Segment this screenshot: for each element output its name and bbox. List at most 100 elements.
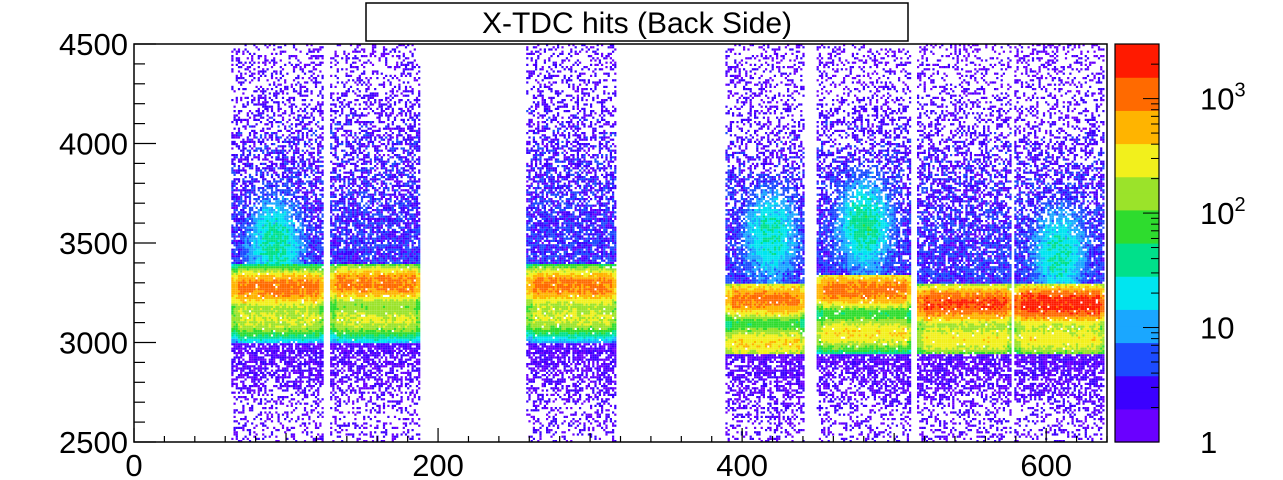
heatmap-cell xyxy=(352,79,354,81)
heatmap-cell xyxy=(308,176,310,178)
heatmap-cell xyxy=(236,277,238,279)
heatmap-cell xyxy=(306,227,308,229)
heatmap-cell xyxy=(258,315,260,317)
heatmap-cell xyxy=(289,257,291,259)
heatmap-cell xyxy=(234,128,236,130)
heatmap-cell xyxy=(293,260,295,262)
heatmap-cell xyxy=(251,112,253,114)
heatmap-cell xyxy=(238,233,240,235)
heatmap-cell xyxy=(269,185,271,187)
heatmap-cell xyxy=(269,235,271,237)
heatmap-cell xyxy=(231,321,233,323)
heatmap-cell xyxy=(286,367,288,369)
heatmap-cell xyxy=(278,211,280,213)
heatmap-cell xyxy=(390,51,392,53)
heatmap-cell xyxy=(269,207,271,209)
heatmap-cell xyxy=(247,310,249,312)
heatmap-cell xyxy=(284,262,286,264)
heatmap-cell xyxy=(231,288,233,290)
heatmap-cell xyxy=(245,396,247,398)
heatmap-cell xyxy=(275,365,277,367)
heatmap-cell xyxy=(286,222,288,224)
heatmap-cell xyxy=(253,136,255,138)
heatmap-cell xyxy=(291,169,293,171)
heatmap-cell xyxy=(304,114,306,116)
heatmap-cell xyxy=(311,409,313,411)
heatmap-cell xyxy=(278,198,280,200)
heatmap-cell xyxy=(249,66,251,68)
heatmap-cell xyxy=(306,180,308,182)
heatmap-cell xyxy=(245,374,247,376)
heatmap-cell xyxy=(311,372,313,374)
heatmap-cell xyxy=(278,271,280,273)
heatmap-cell xyxy=(313,161,315,163)
heatmap-cell xyxy=(304,403,306,405)
heatmap-cell xyxy=(313,119,315,121)
heatmap-cell xyxy=(291,343,293,345)
heatmap-cell xyxy=(284,297,286,299)
heatmap-cell xyxy=(245,231,247,233)
heatmap-cell xyxy=(293,321,295,323)
heatmap-cell xyxy=(262,257,264,259)
heatmap-cell xyxy=(260,418,262,420)
heatmap-cell xyxy=(271,216,273,218)
heatmap-cell xyxy=(405,95,407,97)
heatmap-cell xyxy=(282,299,284,301)
heatmap-cell xyxy=(231,350,233,352)
heatmap-cell xyxy=(291,200,293,202)
heatmap-cell xyxy=(269,224,271,226)
heatmap-cell xyxy=(319,242,321,244)
heatmap-cell xyxy=(234,227,236,229)
heatmap-cell xyxy=(313,271,315,273)
heatmap-cell xyxy=(271,183,273,185)
heatmap-cell xyxy=(238,321,240,323)
heatmap-cell xyxy=(313,110,315,112)
heatmap-cell xyxy=(300,167,302,169)
heatmap-cell xyxy=(282,68,284,70)
heatmap-cell xyxy=(267,297,269,299)
heatmap-cell xyxy=(379,57,381,59)
heatmap-cell xyxy=(306,297,308,299)
heatmap-cell xyxy=(311,268,313,270)
heatmap-cell xyxy=(319,110,321,112)
heatmap-cell xyxy=(322,88,324,90)
heatmap-cell xyxy=(260,224,262,226)
heatmap-cell xyxy=(297,207,299,209)
heatmap-cell xyxy=(275,370,277,372)
heatmap-cell xyxy=(280,352,282,354)
heatmap-cell xyxy=(256,339,258,341)
heatmap-cell xyxy=(311,196,313,198)
heatmap-cell xyxy=(262,211,264,213)
heatmap-cell xyxy=(238,77,240,79)
heatmap-cell xyxy=(271,407,273,409)
heatmap-cell xyxy=(304,266,306,268)
heatmap-cell xyxy=(256,244,258,246)
heatmap-cell xyxy=(251,372,253,374)
heatmap-cell xyxy=(322,139,324,141)
heatmap-cell xyxy=(300,315,302,317)
heatmap-cell xyxy=(304,409,306,411)
heatmap-cell xyxy=(280,260,282,262)
heatmap-cell xyxy=(286,185,288,187)
heatmap-cell xyxy=(291,273,293,275)
heatmap-cell xyxy=(271,352,273,354)
heatmap-cell xyxy=(297,117,299,119)
heatmap-cell xyxy=(240,154,242,156)
heatmap-cell xyxy=(284,81,286,83)
heatmap-cell xyxy=(313,242,315,244)
heatmap-cell xyxy=(262,429,264,431)
heatmap-cell xyxy=(234,295,236,297)
heatmap-cell xyxy=(236,194,238,196)
heatmap-cell xyxy=(311,169,313,171)
heatmap-cell xyxy=(311,62,313,64)
heatmap-cell xyxy=(234,216,236,218)
heatmap-cell xyxy=(249,409,251,411)
heatmap-cell xyxy=(275,249,277,251)
heatmap-cell xyxy=(308,141,310,143)
heatmap-cell xyxy=(319,438,321,440)
heatmap-cell xyxy=(293,268,295,270)
heatmap-cell xyxy=(262,189,264,191)
heatmap-cell xyxy=(308,145,310,147)
heatmap-cell xyxy=(238,165,240,167)
heatmap-cell xyxy=(387,66,389,68)
